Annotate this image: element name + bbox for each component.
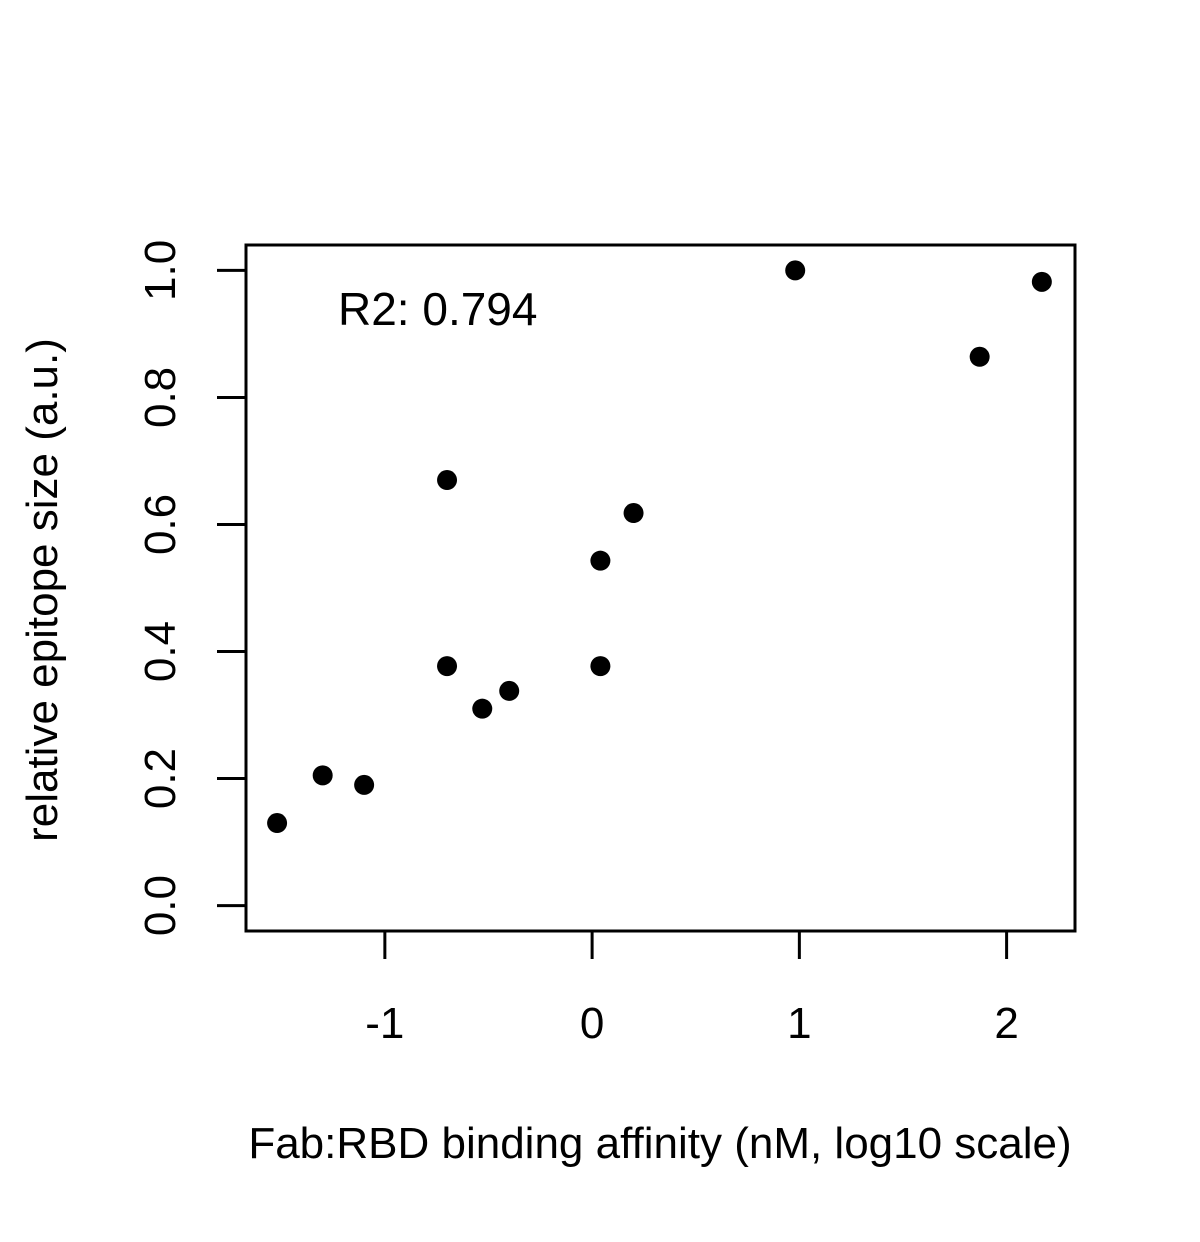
y-tick-label: 1.0	[136, 240, 185, 301]
y-tick-label: 0.2	[136, 748, 185, 809]
data-point	[1031, 271, 1052, 292]
data-point	[969, 346, 990, 367]
data-point	[354, 774, 375, 795]
data-point	[267, 813, 288, 834]
x-tick-label: 0	[580, 999, 604, 1048]
x-tick-label: -1	[365, 999, 404, 1048]
data-point	[437, 656, 458, 677]
y-axis-title: relative epitope size (a.u.)	[18, 338, 67, 842]
y-axis: 0.0 0.2 0.4 0.6 0.8 1.0	[136, 240, 248, 936]
y-tick-label: 0.6	[136, 494, 185, 555]
x-axis: -1 0 1 2	[365, 929, 1019, 1048]
data-point	[590, 656, 611, 677]
x-tick-label: 2	[994, 999, 1018, 1048]
data-point	[437, 470, 458, 491]
x-tick-label: 1	[787, 999, 811, 1048]
data-point	[312, 765, 333, 786]
data-point	[623, 503, 644, 524]
data-point	[472, 698, 493, 719]
data-point	[499, 680, 520, 701]
y-tick-label: 0.8	[136, 367, 185, 428]
y-tick-label: 0.0	[136, 875, 185, 936]
data-point	[590, 550, 611, 571]
data-point	[785, 260, 806, 281]
data-points	[267, 260, 1052, 834]
y-tick-label: 0.4	[136, 621, 185, 682]
plot-frame	[244, 243, 1077, 933]
r2-annotation: R2: 0.794	[338, 283, 537, 335]
x-axis-title: Fab:RBD binding affinity (nM, log10 scal…	[248, 1119, 1071, 1168]
